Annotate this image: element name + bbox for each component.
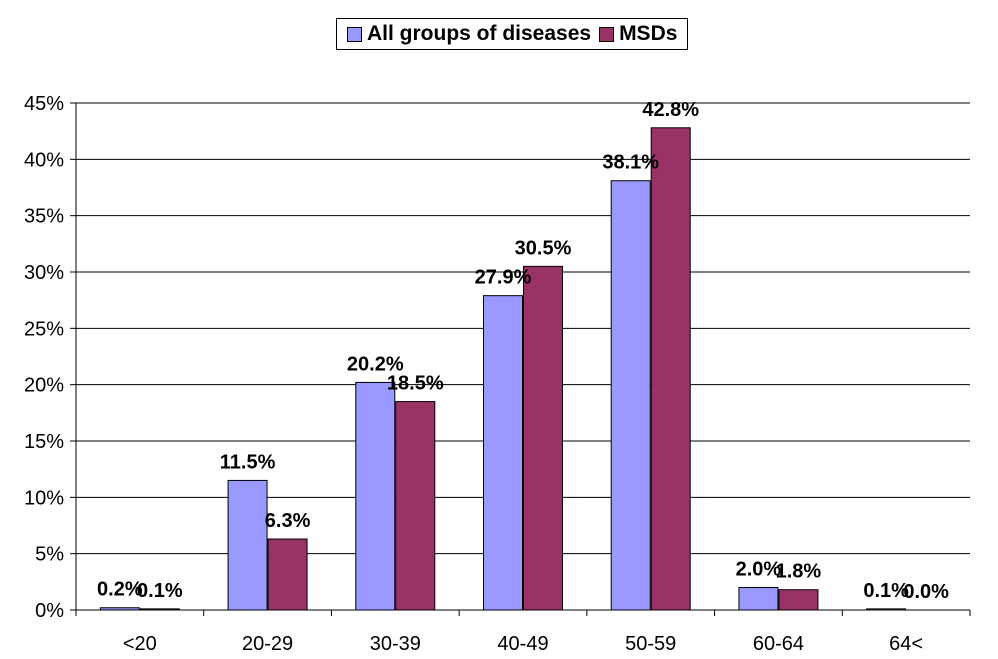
- legend-item-msds: MSDs: [599, 22, 677, 46]
- data-label-all-groups: 0.2%: [97, 579, 143, 601]
- data-label-msds: 30.5%: [515, 237, 572, 259]
- data-label-all-groups: 38.1%: [602, 152, 659, 174]
- bar-msds: [523, 265, 563, 611]
- data-label-msds: 1.8%: [776, 561, 822, 583]
- bar-all-groups: [227, 479, 268, 611]
- y-tick-label: 10%: [24, 487, 64, 509]
- data-label-msds: 18.5%: [387, 373, 444, 395]
- y-tick-label: 45%: [24, 93, 64, 115]
- bar-msds: [778, 589, 819, 611]
- bar-msds: [267, 538, 308, 611]
- x-category-label: 30-39: [370, 633, 421, 655]
- bar-msds: [650, 127, 691, 611]
- x-category-label: <20: [123, 633, 157, 655]
- bar-all-groups: [483, 295, 523, 611]
- data-label-msds: 0.1%: [137, 580, 183, 602]
- y-tick-label: 40%: [24, 149, 64, 171]
- bar-all-groups: [610, 180, 651, 611]
- legend-item-all-groups: All groups of diseases: [347, 22, 591, 46]
- x-category-label: 20-29: [242, 633, 293, 655]
- data-label-msds: 0.0%: [903, 581, 949, 603]
- chart-legend: All groups of diseases MSDs: [336, 18, 689, 50]
- y-tick-label: 35%: [24, 206, 64, 228]
- bar-msds: [395, 401, 436, 611]
- data-label-all-groups: 27.9%: [475, 267, 532, 289]
- x-category-label: 50-59: [625, 633, 676, 655]
- x-category-label: 60-64: [753, 633, 804, 655]
- legend-label-msds: MSDs: [619, 22, 678, 45]
- legend-swatch-all-groups: [347, 26, 362, 42]
- y-tick-label: 30%: [24, 262, 64, 284]
- data-label-all-groups: 20.2%: [347, 353, 404, 375]
- legend-label-all-groups: All groups of diseases: [367, 22, 592, 45]
- data-label-all-groups: 11.5%: [220, 451, 276, 473]
- bar-all-groups: [355, 381, 396, 611]
- data-label-all-groups: 2.0%: [736, 558, 782, 580]
- data-label-all-groups: 0.1%: [863, 580, 909, 602]
- y-tick-label: 20%: [24, 375, 64, 397]
- y-tick-label: 5%: [35, 544, 64, 566]
- bar-all-groups: [738, 586, 779, 611]
- y-tick-label: 15%: [24, 431, 64, 453]
- data-label-msds: 6.3%: [265, 510, 311, 532]
- x-category-label: 64<: [889, 633, 923, 655]
- data-label-msds: 42.8%: [642, 99, 699, 121]
- y-tick-label: 25%: [24, 318, 64, 340]
- x-category-label: 40-49: [497, 633, 548, 655]
- legend-swatch-msds: [599, 26, 615, 42]
- y-tick-label: 0%: [35, 600, 64, 622]
